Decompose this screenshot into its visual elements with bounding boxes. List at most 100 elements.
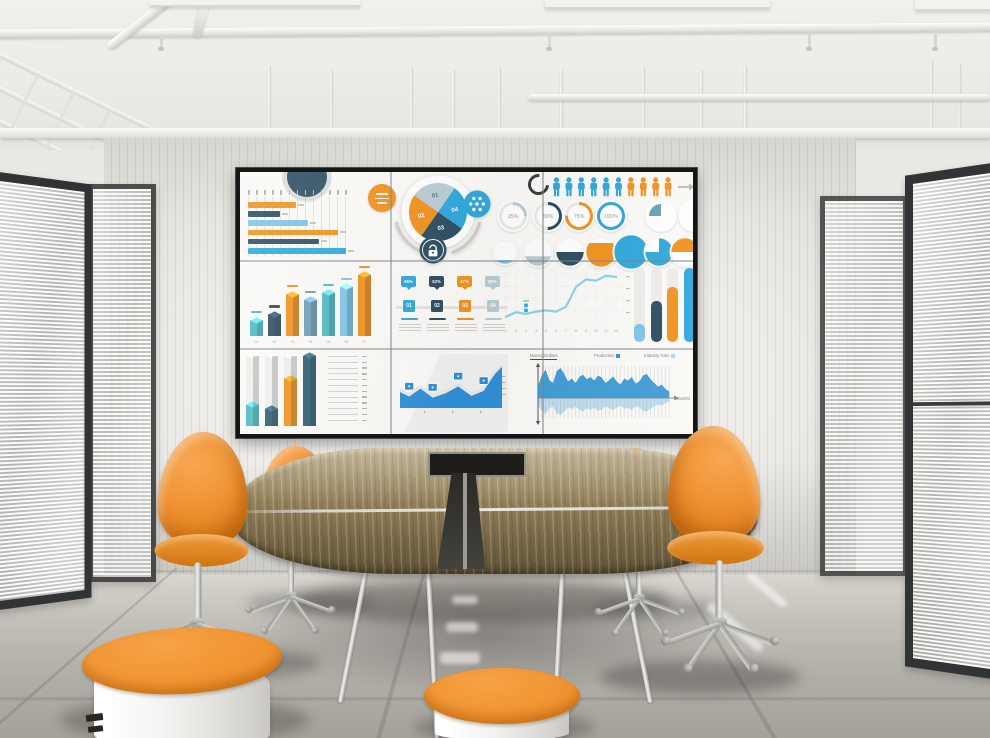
sprinkler-head bbox=[932, 47, 938, 51]
column bbox=[303, 356, 316, 426]
meeting-room-photo: 01 04 03 02 25% 50% 75% 100% 01 02 03 04 05 06 07 65… bbox=[0, 0, 990, 738]
light-streak bbox=[452, 596, 478, 604]
scale-line bbox=[328, 373, 358, 374]
svg-text:9: 9 bbox=[585, 329, 587, 333]
scale-label-dash bbox=[362, 356, 367, 358]
option-title-line bbox=[457, 318, 474, 320]
scale-line bbox=[328, 368, 358, 369]
option-text-line bbox=[455, 330, 477, 331]
chair-caster bbox=[749, 663, 758, 672]
bar-value-label bbox=[341, 278, 352, 280]
bar-value-label bbox=[310, 222, 316, 224]
legend-swatch-production bbox=[616, 354, 620, 358]
bar-value-label bbox=[305, 291, 316, 293]
bar-shade bbox=[329, 293, 335, 336]
stool-left bbox=[82, 628, 282, 738]
scale-label-dash bbox=[362, 402, 367, 404]
svg-text:7: 7 bbox=[565, 329, 567, 333]
bar-value-label bbox=[321, 240, 327, 242]
chart-months-area: Money/Dollars Production Industry Gain M… bbox=[528, 352, 692, 432]
axis-tick bbox=[297, 190, 299, 195]
svg-text:10: 10 bbox=[594, 329, 598, 333]
bar-category-label: 03 bbox=[286, 340, 299, 344]
axis-tick bbox=[305, 190, 307, 195]
chair-post bbox=[194, 563, 201, 622]
progress-fill bbox=[651, 301, 662, 342]
hanger-rod bbox=[268, 66, 271, 136]
scale-label-dash bbox=[362, 379, 367, 381]
option-text-line bbox=[427, 327, 449, 328]
chart-3d-bars: 01 02 03 04 05 06 07 bbox=[244, 266, 386, 348]
bar-value-label bbox=[340, 231, 346, 233]
svg-text:100%: 100% bbox=[604, 214, 618, 220]
legend-production: Production bbox=[594, 353, 620, 358]
chart-flag-area bbox=[396, 354, 508, 432]
chair-post bbox=[716, 560, 723, 621]
chart-fill-columns bbox=[244, 352, 326, 432]
chair-seat bbox=[667, 531, 764, 565]
scale-label-dash bbox=[362, 362, 367, 364]
option-text-line bbox=[455, 327, 477, 328]
chart-line: 1 2 3 4 5 6 7 8 9 10 11 12 bbox=[500, 266, 632, 344]
bar-category-label: 06 bbox=[340, 340, 353, 344]
scale-label-dash bbox=[362, 385, 367, 387]
bar-category-label: 05 bbox=[322, 340, 335, 344]
scale-label-dash bbox=[362, 420, 367, 422]
panel-seam bbox=[240, 260, 693, 262]
chair-caster bbox=[328, 606, 335, 613]
progress-track bbox=[684, 268, 694, 342]
scale-label-dash bbox=[362, 391, 367, 393]
ceiling-panel bbox=[915, 0, 990, 11]
svg-text:5: 5 bbox=[545, 329, 547, 333]
option-number: 02 bbox=[431, 300, 443, 312]
bar-shade bbox=[347, 287, 353, 336]
progress-track bbox=[651, 268, 662, 342]
scale-line bbox=[328, 362, 358, 363]
bar-value-label bbox=[282, 213, 288, 215]
option-number: 01 bbox=[403, 300, 415, 312]
scale-line bbox=[328, 385, 358, 386]
ceiling-rail-upper bbox=[528, 94, 990, 101]
scale-line bbox=[328, 379, 358, 380]
sprinkler-head bbox=[158, 47, 164, 51]
bar-category-label: 04 bbox=[304, 340, 317, 344]
bubble-tail bbox=[406, 284, 412, 290]
svg-text:4: 4 bbox=[535, 329, 537, 333]
bar-value-label bbox=[323, 284, 334, 286]
progress-fill bbox=[684, 268, 694, 342]
chart-horizontal-bars bbox=[244, 182, 370, 260]
axis-tick bbox=[272, 190, 274, 195]
scale-line bbox=[328, 397, 358, 398]
sprinkler-pipe bbox=[0, 23, 990, 39]
glass-sheen bbox=[913, 169, 990, 672]
column-shade bbox=[310, 356, 316, 426]
chair-seat bbox=[154, 534, 248, 567]
hanger-rod bbox=[560, 70, 563, 134]
column bbox=[246, 356, 259, 426]
stool-center bbox=[424, 668, 580, 738]
scale-label-dash bbox=[362, 408, 367, 410]
option-text-line bbox=[427, 330, 449, 331]
scale-label-dash bbox=[362, 367, 367, 369]
scale-line bbox=[328, 402, 358, 403]
open-ring-icon bbox=[524, 172, 554, 199]
svg-text:12: 12 bbox=[614, 329, 618, 333]
axis-tick bbox=[280, 190, 282, 195]
svg-text:8: 8 bbox=[575, 329, 577, 333]
bar-3d bbox=[340, 287, 353, 336]
option-title-line bbox=[429, 318, 446, 320]
bar-value-label bbox=[359, 266, 370, 268]
scale-label-dash bbox=[362, 396, 367, 398]
sprinkler-drop bbox=[808, 34, 811, 48]
option-text-line bbox=[399, 330, 421, 331]
column-shade bbox=[291, 356, 297, 426]
bar bbox=[248, 239, 319, 245]
ceiling-panel bbox=[150, 0, 360, 7]
option-title-line bbox=[401, 318, 418, 320]
axis-tick bbox=[289, 190, 291, 195]
glass-partition-right-outer bbox=[905, 158, 990, 684]
light-streak bbox=[440, 652, 480, 664]
bar-category-label: 07 bbox=[358, 340, 371, 344]
bar-3d bbox=[304, 300, 317, 336]
progress-fill bbox=[667, 287, 678, 343]
